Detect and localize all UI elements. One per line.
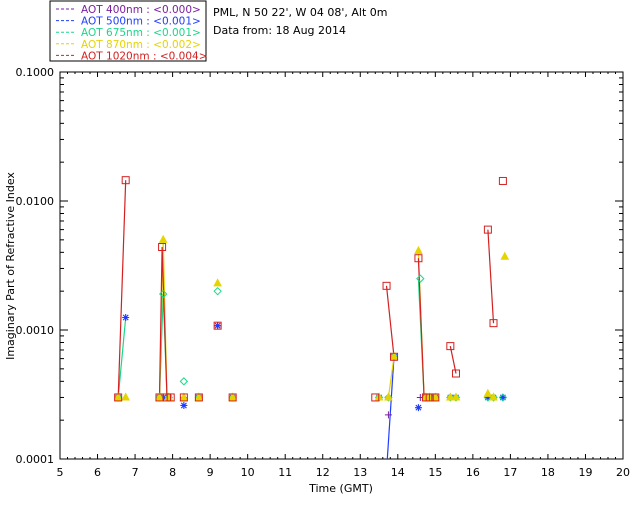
data-point-triangle <box>500 251 510 260</box>
x-tick-label: 9 <box>207 466 214 479</box>
x-tick-label: 19 <box>578 466 592 479</box>
data-point-diamond <box>416 274 425 283</box>
x-tick-label: 6 <box>94 466 101 479</box>
series-line <box>386 356 395 460</box>
x-tick-label: 17 <box>503 466 517 479</box>
y-tick-label: 0.0010 <box>16 324 55 337</box>
data-point-triangle <box>389 351 399 360</box>
data-point-square <box>121 176 130 185</box>
data-point-triangle <box>179 392 189 401</box>
data-point-square <box>371 393 380 402</box>
series-line <box>449 345 457 374</box>
data-point-triangle <box>155 392 164 401</box>
data-point-triangle <box>213 278 222 287</box>
x-tick-label: 11 <box>278 466 292 479</box>
data-point-square <box>390 352 399 361</box>
data-point-triangle <box>228 392 237 401</box>
plot-frame <box>59 71 624 460</box>
legend-label: AOT 675nm : <0.001> <box>81 27 201 39</box>
data-point-square <box>213 321 222 330</box>
series-line <box>387 356 395 398</box>
legend-label: AOT 870nm : <0.002> <box>81 39 201 51</box>
legend-box <box>49 0 207 62</box>
series-line <box>117 317 127 398</box>
data-point-diamond <box>384 393 393 402</box>
data-point-diamond <box>213 286 222 296</box>
x-axis-title: Time (GMT) <box>308 482 373 495</box>
data-point-triangle <box>451 392 461 401</box>
data-point-diamond <box>179 377 189 386</box>
data-point-asterisk <box>180 401 188 409</box>
legend-label: AOT 500nm : <0.001> <box>81 16 201 28</box>
x-tick-label: 12 <box>316 466 330 479</box>
data-point-square <box>228 393 237 402</box>
y-tick-label: 0.0100 <box>16 195 55 208</box>
data-point-square <box>179 393 188 402</box>
data-point-triangle <box>483 388 493 397</box>
data-point-square <box>446 342 455 351</box>
date-info: Data from: 18 Aug 2014 <box>213 24 346 37</box>
data-point-diamond <box>498 393 508 402</box>
legend-label: AOT 1020nm : <0.004> <box>81 50 208 62</box>
data-point-square <box>425 393 434 402</box>
x-tick-label: 10 <box>241 466 255 479</box>
x-tick-label: 15 <box>428 466 442 479</box>
y-tick-label: 0.0001 <box>16 453 55 466</box>
x-tick-label: 20 <box>616 466 630 479</box>
data-point-plus <box>384 411 392 419</box>
y-tick-label: 0.1000 <box>16 66 55 79</box>
x-tick-label: 16 <box>466 466 480 479</box>
data-point-square <box>451 369 460 378</box>
data-point-asterisk <box>484 393 492 401</box>
data-point-diamond <box>159 289 168 299</box>
series-line <box>487 229 495 324</box>
data-point-square <box>166 393 175 402</box>
data-point-asterisk <box>214 322 222 330</box>
site-info: PML, N 50 22', W 04 08', Alt 0m <box>213 6 387 19</box>
legend-label: AOT 400nm : <0.000> <box>81 4 201 16</box>
x-tick-label: 5 <box>57 466 64 479</box>
data-point-triangle <box>194 392 204 401</box>
data-point-triangle <box>158 234 168 243</box>
data-point-square <box>489 319 498 328</box>
legend: AOT 400nm : <0.000>AOT 500nm : <0.001>AO… <box>49 0 208 62</box>
data-point-square <box>498 176 507 185</box>
data-point-asterisk <box>414 404 422 412</box>
data-point-square <box>194 393 203 402</box>
data-point-triangle <box>446 392 455 401</box>
y-axis-title: Imaginary Part of Refractive Index <box>4 172 17 360</box>
data-point-square <box>155 393 164 402</box>
data-point-triangle <box>384 392 393 401</box>
data-point-triangle <box>121 392 131 401</box>
series-line <box>117 180 127 398</box>
data-point-square <box>431 393 440 402</box>
data-point-square <box>414 254 423 263</box>
data-point-asterisk <box>499 393 507 401</box>
data-point-square <box>114 393 123 402</box>
data-point-square <box>382 281 391 290</box>
data-point-asterisk <box>122 313 130 321</box>
data-point-diamond <box>446 393 455 402</box>
data-point-square <box>158 242 167 251</box>
x-tick-label: 13 <box>353 466 367 479</box>
x-tick-label: 8 <box>169 466 176 479</box>
x-tick-label: 14 <box>391 466 405 479</box>
data-point-triangle <box>414 245 423 254</box>
data-point-triangle <box>113 392 123 401</box>
data-point-square <box>483 225 492 234</box>
series-line <box>385 285 395 357</box>
data-point-triangle <box>489 392 498 401</box>
series-line <box>158 246 168 398</box>
x-tick-label: 18 <box>541 466 555 479</box>
data-point-diamond <box>451 393 461 402</box>
x-tick-label: 7 <box>132 466 139 479</box>
